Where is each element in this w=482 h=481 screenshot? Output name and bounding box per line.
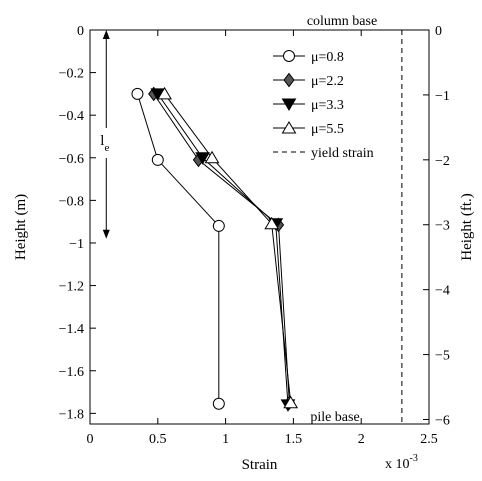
data-point (212, 219, 225, 232)
x-tick-label: 2 (358, 432, 365, 447)
y-right-tick-label: −4 (435, 284, 450, 299)
x-axis-multiplier-base: x 10 (385, 457, 410, 472)
y-right-tick-label: −6 (435, 413, 450, 428)
data-point (151, 153, 164, 166)
legend-label: μ=5.5 (311, 122, 344, 137)
data-point (283, 395, 299, 409)
y-axis-left: 0 −0.2 −0.4 −0.6 −0.8 −1 −1.2 −1.4 −1.6 −1.8 (59, 24, 96, 422)
legend-label: μ=3.3 (311, 98, 344, 113)
y-tick-label: −1.2 (59, 280, 84, 295)
legend-entry: yield strain (273, 146, 374, 161)
x-tick-label: 1 (222, 432, 229, 447)
y-right-tick-label: −5 (435, 349, 450, 364)
pile-base-annotation: pile base (310, 410, 359, 425)
legend-entry: μ=0.8 (273, 50, 344, 65)
le-arrow-head-down (102, 229, 110, 239)
effective-length-arrow: le (98, 30, 119, 239)
data-point (212, 397, 225, 410)
y-right-tick-label: 0 (435, 24, 442, 39)
series-3 (150, 88, 296, 412)
y-axis-label-left: Height (m) (13, 194, 29, 260)
y-tick-label: −1 (69, 237, 84, 252)
le-label: le (100, 133, 109, 154)
x-tick-label: 0 (87, 432, 94, 447)
legend-entry: μ=3.3 (273, 98, 344, 113)
y-tick-label: −1.4 (59, 322, 84, 337)
y-right-tick-label: −2 (435, 154, 450, 169)
data-series (131, 30, 403, 424)
plot-frame (89, 29, 430, 425)
y-tick-label: −1.8 (59, 407, 84, 422)
data-point (195, 152, 210, 165)
plot-area (89, 29, 430, 425)
data-point (131, 87, 144, 100)
column-base-annotation: column base (307, 14, 377, 29)
y-right-tick-label: −1 (435, 89, 450, 104)
legend-marker (281, 121, 297, 134)
series-line (136, 93, 220, 404)
le-label-main: l (100, 133, 104, 149)
le-label-sub: e (104, 142, 109, 154)
legend-marker (283, 72, 295, 88)
x-tick-label: 0.5 (149, 432, 167, 447)
legend-label: μ=2.2 (311, 74, 344, 89)
legend-marker (281, 98, 297, 111)
legend-marker (283, 50, 295, 62)
series-line (157, 93, 289, 405)
series-1 (131, 87, 225, 410)
le-arrow-head-up (102, 30, 110, 39)
x-axis-multiplier: x 10-3 (385, 453, 418, 472)
legend-entry: μ=5.5 (273, 121, 344, 137)
series-4 (157, 86, 299, 409)
data-point (204, 150, 220, 164)
data-point (157, 86, 172, 100)
legend-label: μ=0.8 (311, 50, 344, 65)
x-axis-label: Strain (242, 457, 278, 473)
y-right-tick-label: −3 (435, 219, 450, 234)
y-axis-label-right: Height (ft.) (459, 193, 475, 260)
x-tick-label: 1.5 (285, 432, 303, 447)
series-line (164, 93, 292, 403)
le-label-bg (98, 128, 119, 158)
data-point (264, 216, 280, 230)
y-tick-label: −0.4 (59, 109, 84, 124)
series-2 (148, 86, 295, 411)
y-tick-label: −1.6 (59, 365, 84, 380)
y-tick-label: −0.2 (59, 67, 84, 82)
legend-entry: μ=2.2 (273, 72, 344, 89)
y-axis-right: 0 −1 −2 −3 −4 −5 −6 (423, 24, 450, 428)
series-line (153, 93, 290, 403)
x-axis: 0 0.5 1 1.5 2 2.5 (87, 30, 438, 447)
legend-label: yield strain (311, 146, 374, 161)
y-tick-label: −0.8 (59, 194, 84, 209)
y-tick-label: −0.6 (59, 152, 84, 167)
x-axis-multiplier-exponent: -3 (410, 453, 418, 464)
x-tick-label: 2.5 (420, 432, 438, 447)
y-tick-label: 0 (77, 24, 84, 39)
legend: μ=0.8 μ=2.2 μ=3.3 μ=5.5 yield strain (273, 50, 374, 161)
